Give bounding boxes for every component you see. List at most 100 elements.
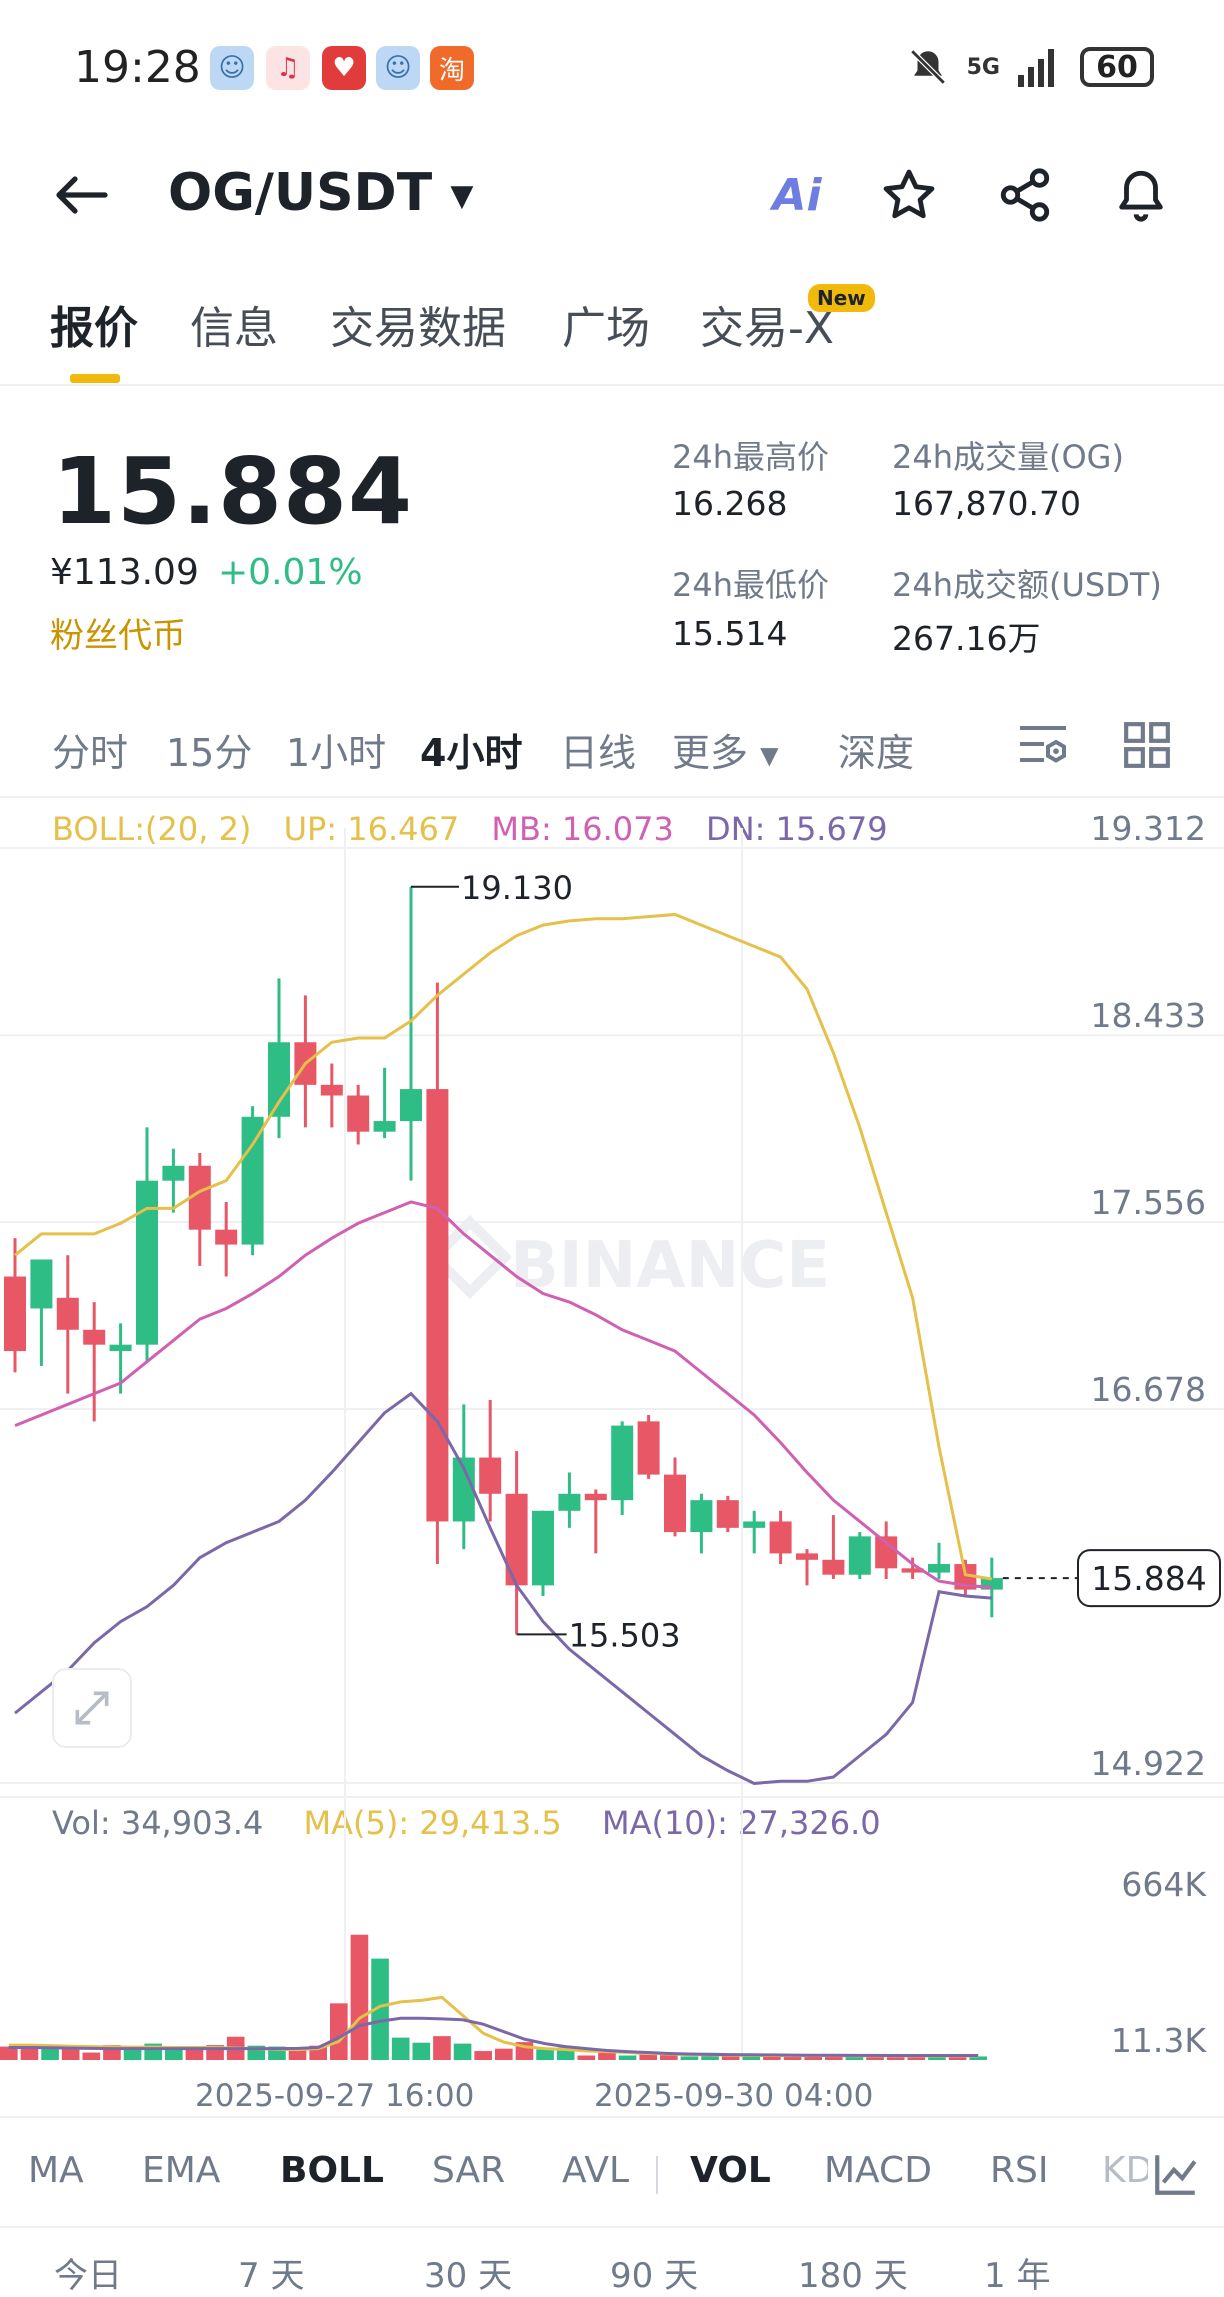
- chevron-down-icon: ▼: [760, 741, 779, 770]
- boll-legend: BOLL:(20, 2) UP: 16.467 MB: 16.073 DN: 1…: [52, 810, 888, 848]
- boll-upper-line: [14, 912, 993, 1581]
- candle-body: [452, 1457, 475, 1522]
- volume-bar: [330, 2003, 348, 2060]
- volume-bar: [783, 2056, 802, 2060]
- range-90d[interactable]: 90 天: [610, 2256, 699, 2296]
- mute-bell-icon: [910, 49, 946, 85]
- chat-app-icon: ☺: [210, 46, 254, 90]
- tabs-divider: [0, 384, 1224, 386]
- low-label: 24h最低价: [672, 566, 830, 604]
- indicator-kd[interactable]: KD: [1102, 2150, 1154, 2191]
- depth-tab[interactable]: 深度: [838, 731, 915, 775]
- volume-bar: [577, 2055, 596, 2060]
- price-axis-label: 16.678: [1091, 1370, 1206, 1409]
- high-label: 24h最高价: [672, 438, 830, 476]
- pair-selector[interactable]: OG/USDT ▼: [168, 163, 473, 223]
- tab-trade-x[interactable]: 交易-X: [700, 303, 835, 354]
- alert-bell-icon[interactable]: [1106, 160, 1176, 230]
- range-180d[interactable]: 180 天: [798, 2256, 908, 2296]
- min-price-label: 15.503: [569, 1616, 681, 1654]
- back-arrow-icon[interactable]: [46, 160, 116, 230]
- range-today[interactable]: 今日: [54, 2256, 122, 2296]
- candle-body: [136, 1180, 158, 1345]
- candle-body: [426, 1089, 449, 1522]
- volume-bar: [412, 2042, 431, 2060]
- candlestick-chart[interactable]: BINANCE 19.312 18.433 17.556 16.678 14.922 19.…: [0, 800, 1224, 2120]
- candle-body: [188, 1165, 211, 1230]
- candle-body: [637, 1421, 660, 1475]
- category-tag[interactable]: 粉丝代币: [50, 616, 186, 656]
- volume-bar: [474, 2051, 492, 2060]
- volume-bar: [495, 2048, 513, 2060]
- volume-bar: [598, 2052, 616, 2060]
- interval-more-label: 更多: [672, 731, 749, 775]
- volume-bar: [660, 2054, 678, 2060]
- tab-info[interactable]: 信息: [190, 303, 278, 354]
- favorite-star-icon[interactable]: [874, 160, 944, 230]
- volume-bar: [618, 2055, 637, 2060]
- ai-button[interactable]: Ai: [762, 160, 832, 230]
- layout-grid-icon[interactable]: [1122, 720, 1172, 774]
- candle-body: [4, 1276, 26, 1352]
- interval-15m[interactable]: 15分: [166, 731, 253, 775]
- amount-value: 267.16万: [892, 619, 1041, 658]
- indicator-vol[interactable]: VOL: [690, 2150, 771, 2191]
- candle-body: [30, 1259, 53, 1309]
- chevron-down-icon: ▼: [450, 178, 474, 214]
- indicator-boll[interactable]: BOLL: [280, 2150, 384, 2191]
- indicator-macd[interactable]: MACD: [824, 2150, 932, 2191]
- tab-quote[interactable]: 报价: [50, 303, 138, 354]
- interval-more[interactable]: 更多 ▼: [672, 722, 779, 777]
- indicator-divider: [0, 2226, 1224, 2228]
- vol-value: Vol: 34,903.4: [52, 1804, 264, 1842]
- indicator-rsi[interactable]: RSI: [990, 2150, 1049, 2191]
- candle-body: [109, 1344, 132, 1352]
- range-1y[interactable]: 1 年: [984, 2256, 1051, 2296]
- volume-bar: [82, 2052, 101, 2060]
- active-tab-indicator: [70, 374, 120, 383]
- range-30d[interactable]: 30 天: [424, 2256, 513, 2296]
- candle-body: [241, 1116, 264, 1245]
- candle-body: [162, 1165, 185, 1181]
- indicator-avl[interactable]: AVL: [562, 2150, 630, 2191]
- volume-bar: [288, 2048, 307, 2060]
- indicator-ma[interactable]: MA: [28, 2150, 84, 2191]
- boll-mb: MB: 16.073: [491, 810, 674, 848]
- volume-bar: [680, 2056, 699, 2060]
- share-icon[interactable]: [990, 160, 1060, 230]
- boll-name: BOLL:(20, 2): [52, 810, 252, 848]
- interval-timeline[interactable]: 分时: [52, 731, 129, 775]
- indicator-separator: [656, 2156, 658, 2194]
- volume-bar: [371, 1958, 389, 2060]
- tab-trading-data[interactable]: 交易数据: [330, 303, 506, 354]
- high-value: 16.268: [672, 484, 788, 523]
- volume-bar: [928, 2056, 946, 2060]
- indicator-chart-icon[interactable]: [1148, 2146, 1204, 2202]
- boll-up: UP: 16.467: [283, 810, 460, 848]
- interval-1d[interactable]: 日线: [560, 731, 637, 775]
- chart-bottom-divider: [0, 2116, 1224, 2118]
- current-price-label: 15.884: [1091, 1559, 1206, 1598]
- interval-1h[interactable]: 1小时: [286, 731, 387, 775]
- chat-app-icon-2: ☺: [376, 46, 420, 90]
- range-7d[interactable]: 7 天: [238, 2256, 305, 2296]
- candle-body: [928, 1564, 950, 1573]
- chart-settings-icon[interactable]: [1016, 720, 1070, 774]
- volume-bar: [845, 2055, 864, 2060]
- candle-body: [611, 1425, 634, 1501]
- volume-bar: [536, 2049, 554, 2060]
- candle-body: [558, 1493, 581, 1511]
- interval-divider: [0, 796, 1224, 798]
- volume-bar: [391, 2037, 410, 2060]
- candle-body: [83, 1329, 106, 1345]
- indicator-sar[interactable]: SAR: [432, 2150, 506, 2191]
- candle-body: [373, 1121, 396, 1132]
- expand-chart-icon[interactable]: [52, 1668, 132, 1748]
- network-label: 5G: [966, 54, 1000, 80]
- signal-icon: [1018, 49, 1054, 87]
- change-percent: +0.01%: [218, 552, 363, 593]
- interval-4h[interactable]: 4小时: [420, 731, 523, 775]
- indicator-ema[interactable]: EMA: [142, 2150, 221, 2191]
- candle-body: [584, 1493, 607, 1501]
- tab-square[interactable]: 广场: [562, 303, 650, 354]
